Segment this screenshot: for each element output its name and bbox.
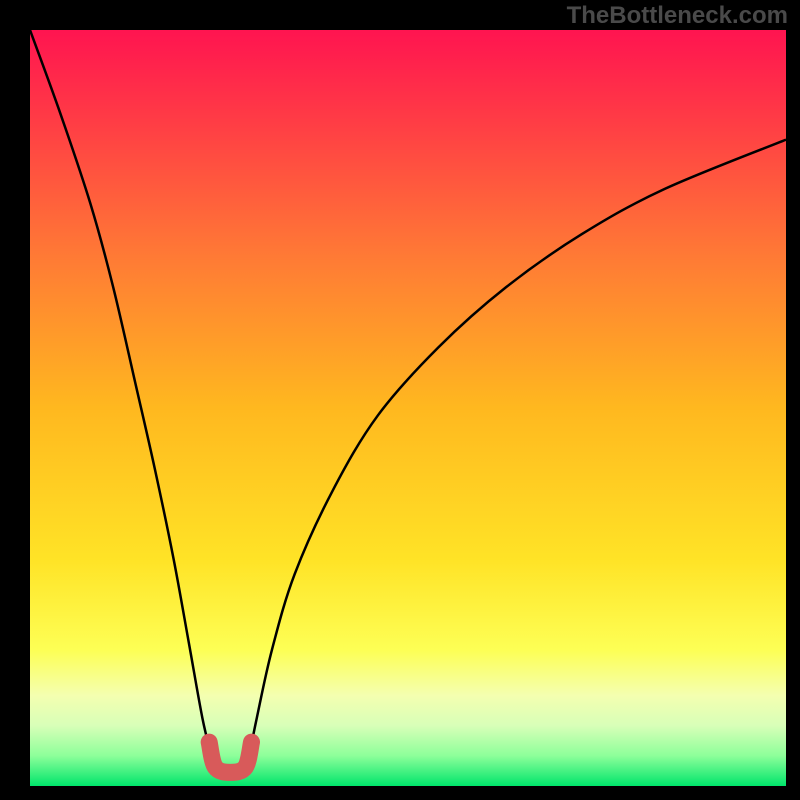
plot-area <box>30 30 786 786</box>
chart-frame: TheBottleneck.com <box>0 0 800 800</box>
curve-right-branch <box>249 140 786 756</box>
curve-left-branch <box>30 30 211 756</box>
dip-u-marker <box>209 742 251 772</box>
watermark-text: TheBottleneck.com <box>567 2 788 30</box>
chart-svg <box>30 30 786 786</box>
